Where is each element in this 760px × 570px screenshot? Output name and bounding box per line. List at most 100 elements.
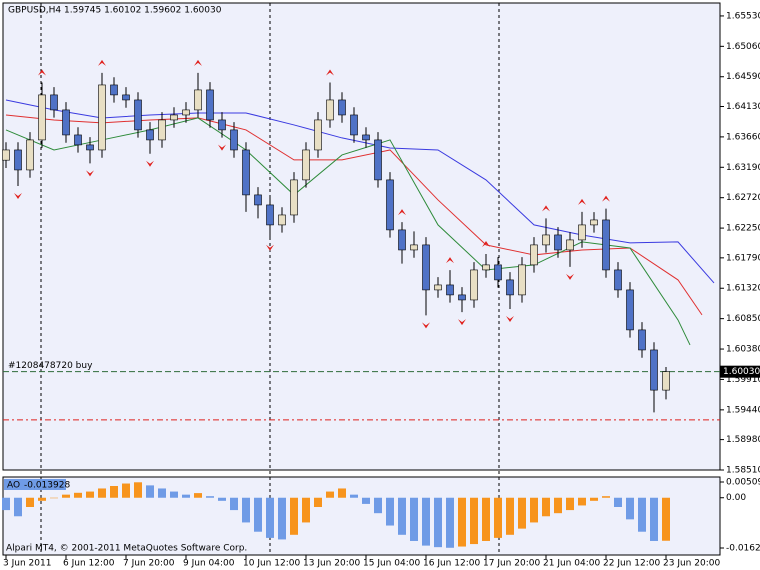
- ao-bar: [506, 497, 514, 535]
- y-tick-label: 1.59910: [726, 375, 760, 385]
- candle-body: [482, 264, 490, 271]
- y-tick-label: -0.016274: [726, 544, 760, 554]
- y-tick-label: 1.64590: [726, 72, 760, 82]
- ao-bar: [134, 482, 142, 498]
- ao-bar: [26, 497, 34, 508]
- candle-body: [566, 239, 574, 251]
- candle-body: [74, 134, 82, 146]
- candle-body: [278, 214, 286, 226]
- fractal-up: [398, 209, 406, 216]
- ao-last-value: -0.013928: [24, 481, 70, 491]
- candle-body: [134, 99, 142, 131]
- candle-body: [2, 149, 10, 161]
- ao-bar: [554, 497, 562, 514]
- fractal-down: [458, 319, 466, 326]
- fractal-up: [482, 240, 490, 247]
- candle-body: [338, 99, 346, 116]
- candle-body: [242, 149, 250, 196]
- fractal-down: [422, 322, 430, 329]
- ao-bar: [2, 497, 10, 511]
- candle-body: [50, 94, 58, 111]
- ao-bar: [38, 497, 46, 501]
- ao-bar: [326, 491, 334, 498]
- ao-bar: [230, 497, 238, 511]
- fractal-down: [218, 144, 226, 151]
- fractal-up: [98, 59, 106, 66]
- quote: 1.59745 1.60102 1.59602 1.60030: [64, 6, 222, 16]
- y-tick-label: 0.005095: [726, 478, 760, 488]
- ao-bar: [602, 496, 610, 498]
- candle-body: [38, 94, 46, 141]
- candle-body: [290, 179, 298, 216]
- candle-body: [122, 94, 130, 101]
- candle-body: [266, 204, 274, 226]
- fractal-up: [602, 195, 610, 202]
- candle-body: [434, 284, 442, 291]
- candle-body: [602, 219, 610, 271]
- x-tick-label: 21 Jun 04:00: [543, 559, 600, 569]
- fractal-down: [14, 193, 22, 200]
- fractal-up: [38, 69, 46, 76]
- ao-bar: [302, 497, 310, 523]
- ao-bar: [86, 491, 94, 498]
- ao-bar: [98, 488, 106, 498]
- candle-body: [470, 269, 478, 301]
- ao-bar: [590, 497, 598, 501]
- x-tick-label: 16 Jun 12:00: [423, 559, 480, 569]
- symbol: GBPUSD,H4: [8, 6, 61, 16]
- candle-body: [578, 224, 586, 241]
- ao-bar: [398, 497, 406, 535]
- ao-bar: [470, 497, 478, 545]
- price-tag-label: 1.60030: [723, 367, 760, 377]
- ao-bar: [206, 496, 214, 498]
- ao-label-box: [4, 479, 66, 490]
- y-tick-label: 1.65060: [726, 42, 760, 52]
- ao-bar: [350, 494, 358, 498]
- ao-bar: [122, 483, 130, 498]
- ao-bar: [14, 497, 22, 517]
- y-tick-label: 1.64130: [726, 102, 760, 112]
- price-tag: [720, 365, 760, 378]
- ao-bar: [494, 497, 502, 538]
- ao-bar: [482, 497, 490, 541]
- y-tick-label: 1.58510: [726, 466, 760, 476]
- candle-body: [230, 129, 238, 151]
- x-tick-label: 9 Jun 04:00: [183, 559, 235, 569]
- ao-bar: [626, 497, 634, 520]
- candle-body: [662, 371, 670, 391]
- ao-bar: [290, 497, 298, 535]
- fractal-down: [146, 160, 154, 167]
- ao-bar: [110, 485, 118, 498]
- ao-bar: [266, 497, 274, 538]
- ao-bar: [218, 497, 226, 501]
- candle-body: [422, 244, 430, 291]
- candle-body: [446, 284, 454, 296]
- candle-body: [170, 114, 178, 121]
- ao-bar: [314, 497, 322, 508]
- ao-bar: [446, 497, 454, 548]
- candle-body: [590, 219, 598, 226]
- candle-body: [182, 109, 190, 116]
- candle-body: [158, 119, 166, 141]
- candle-body: [206, 89, 214, 121]
- ao-bar: [182, 494, 190, 498]
- fractal-down: [506, 315, 514, 322]
- candle-body: [218, 119, 226, 131]
- fractal-down: [266, 244, 274, 251]
- candle-body: [194, 89, 202, 111]
- ao-bar: [338, 488, 346, 498]
- x-tick-label: 7 Jun 20:00: [123, 559, 175, 569]
- candle-body: [62, 109, 70, 136]
- ao-bar: [170, 491, 178, 498]
- candle-body: [506, 279, 514, 296]
- x-tick-label: 3 Jun 2011: [3, 559, 51, 569]
- ao-bar: [410, 497, 418, 541]
- x-tick-label: 13 Jun 20:00: [303, 559, 360, 569]
- ao-bar: [158, 488, 166, 498]
- candle-body: [98, 84, 106, 151]
- ao-bar: [62, 494, 70, 498]
- candle-body: [362, 134, 370, 141]
- candle-body: [650, 349, 658, 391]
- fractal-up: [326, 69, 334, 76]
- candle-body: [254, 194, 262, 206]
